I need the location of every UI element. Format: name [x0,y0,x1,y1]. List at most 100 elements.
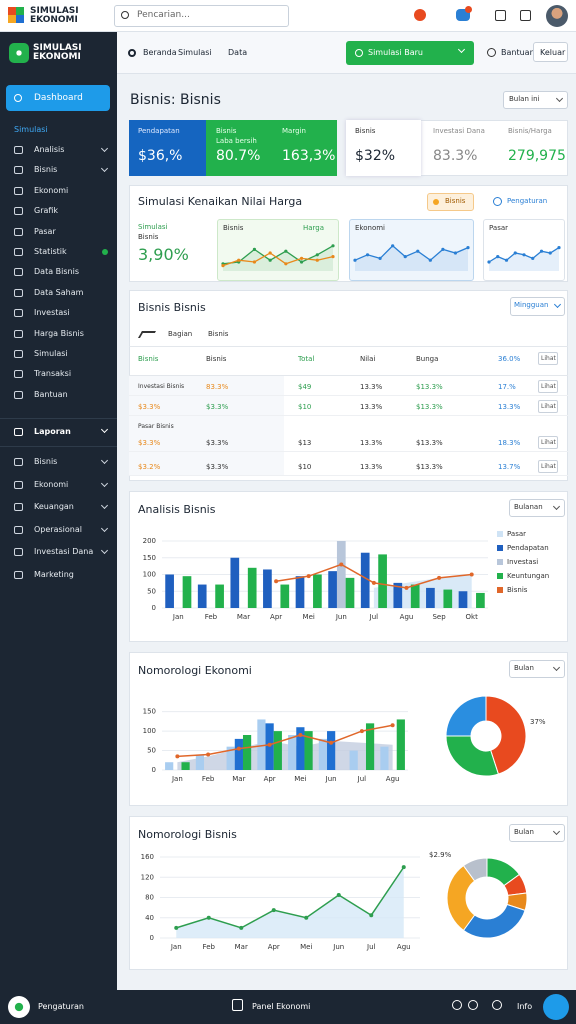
breadcrumb[interactable]: Simulasi [178,48,212,57]
sparkline-label: Ekonomi [355,224,385,232]
nav-item[interactable]: Ekonomi [34,185,69,195]
footer-icon[interactable] [452,1000,462,1010]
nav-label[interactable]: Dashboard [34,93,83,103]
notification-icon[interactable] [414,9,426,21]
brand: EKONOMI [33,52,81,62]
nav-item[interactable]: Bisnis [34,457,58,466]
nav-item[interactable]: Data Bisnis [34,267,79,277]
dropdown-label[interactable]: Mingguan [514,301,549,309]
dropdown-label[interactable]: Bulanan [514,503,543,511]
table-header: Nilai [360,355,376,363]
brand: SIMULASI [30,6,79,16]
table-cell: $13.3% [416,403,443,411]
icon [14,248,23,256]
icon [14,525,23,534]
search-box[interactable] [114,5,289,27]
view-button-label[interactable]: Lihat [541,403,556,410]
kpi-card [129,120,206,176]
table-header-bg [129,346,568,376]
view-button[interactable] [538,380,558,393]
kpi-value: 163,3% [282,148,336,164]
nav-item[interactable]: Analisis [34,145,65,154]
nav-item[interactable]: Keuangan [34,502,74,512]
nav-item[interactable]: Harga Bisnis [34,328,84,338]
dropdown-label[interactable]: Bulan [514,828,534,836]
chart-title: Nomorologi Ekonomi [138,664,252,677]
nav-item[interactable]: Investasi Dana [34,547,94,557]
view-button[interactable] [538,352,558,365]
dropdown-label[interactable]: Bulan ini [509,95,540,103]
kpi-label: Bisnis/Harga [508,127,552,135]
dropdown[interactable] [509,660,565,678]
table-cell: 13.3% [360,439,383,447]
tab[interactable]: Bagian [168,330,193,338]
icon [14,309,23,318]
nav-item[interactable]: Statistik [34,247,67,256]
logout-label[interactable]: Keluar [540,48,566,57]
footer-bar [0,990,576,1024]
badge-label[interactable]: Bisnis [445,197,466,205]
dropdown[interactable] [509,499,565,517]
view-button[interactable] [538,400,558,413]
breadcrumb[interactable]: Beranda [143,48,177,57]
nav-item[interactable]: Transaksi [34,369,72,379]
footer-icon[interactable] [492,1000,502,1010]
view-button-label[interactable]: Lihat [541,439,556,446]
row-highlight [129,376,284,476]
row-divider [129,475,568,476]
new-simulation-button[interactable] [346,41,474,65]
table-cell: 83.3% [206,383,229,391]
icon [14,207,23,216]
nav-item[interactable]: Bisnis [34,165,58,175]
table-cell: $13 [298,439,312,447]
nav-active[interactable] [6,85,110,111]
nav-item[interactable]: Pasar [34,226,56,236]
nav-group[interactable]: Laporan [34,427,71,436]
view-button[interactable] [538,460,558,473]
nav-item[interactable]: Marketing [34,570,74,579]
breadcrumb[interactable]: Data [228,48,248,57]
table-cell: $13.3% [416,463,443,471]
search-icon [121,11,129,19]
nav-item[interactable]: Bantuan [34,389,68,399]
help-link[interactable]: Bantuan [501,48,535,57]
dropdown[interactable] [509,824,565,842]
row-group-label: Pasar Bisnis [138,423,174,430]
nav-item[interactable]: Operasional [34,524,82,534]
fab[interactable] [543,994,569,1020]
footer-avatar[interactable] [8,996,30,1018]
dropdown[interactable] [510,297,565,316]
nav-item[interactable]: Grafik [34,206,59,216]
status-dot [102,249,108,255]
nav-item[interactable]: Ekonomi [34,479,69,489]
tab[interactable]: Bisnis [208,330,229,338]
footer-icon[interactable] [468,1000,478,1010]
view-button-label[interactable]: Lihat [541,383,556,390]
footer-link[interactable]: Pengaturan [38,1002,84,1011]
button-label[interactable]: Simulasi Baru [368,48,423,57]
nav-item[interactable]: Investasi [34,308,70,318]
calendar-icon[interactable] [495,10,506,21]
table-cell: Investasi Bisnis [138,383,185,390]
brand: SIMULASI [33,43,82,53]
view-button-label[interactable]: Lihat [541,463,556,470]
nav-item[interactable]: Simulasi [34,349,68,358]
table-cell: $3.2% [138,463,161,471]
settings-link[interactable]: Pengaturan [507,197,548,205]
avatar[interactable] [546,5,568,27]
dropdown[interactable] [503,91,568,109]
logout-button[interactable] [533,42,568,62]
footer-link[interactable]: Info [517,1002,533,1011]
view-button[interactable] [538,436,558,449]
badge[interactable] [427,193,474,211]
grid-icon[interactable] [520,10,531,21]
icon [14,146,23,154]
kpi-card [346,120,421,176]
chart-title: Nomorologi Bisnis [138,828,237,841]
sim-sublabel: Bisnis [138,233,159,241]
view-button-label[interactable]: Lihat [541,355,556,362]
icon [14,428,23,436]
nav-item[interactable]: Data Saham [34,287,84,297]
dropdown-label[interactable]: Bulan [514,664,534,672]
